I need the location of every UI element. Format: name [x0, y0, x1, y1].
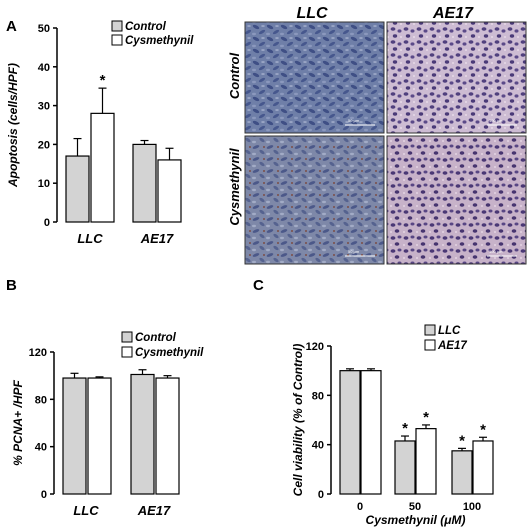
significance-star: *: [402, 420, 408, 437]
scale-bar-label: 100 μm: [489, 249, 503, 254]
micrograph-llc-control: 50 μm: [244, 21, 385, 134]
bar: [62, 377, 87, 495]
panel-letter-b: B: [6, 277, 17, 294]
x-category-label: AE17: [140, 231, 174, 246]
bar: [451, 450, 473, 495]
micrograph-col-label-llc: LLC: [296, 5, 328, 22]
y-tick-label: 50: [38, 23, 50, 35]
y-tick-label: 20: [38, 139, 50, 151]
pcna-chart: 0 40 80 120 % PCNA+ /HPF LLC AE17 Control Cysmet…: [11, 331, 204, 518]
bar: [155, 377, 180, 495]
x-category-label: LLC: [73, 503, 99, 518]
legend-label: LLC: [438, 325, 461, 337]
y-tick-label: 30: [38, 101, 50, 113]
y-tick-label: 80: [35, 394, 47, 406]
micrograph-ae17-cysmethynil: 100 μm: [386, 135, 527, 265]
y-tick-label: 80: [312, 390, 324, 402]
bar: [90, 112, 115, 223]
legend-label: AE17: [437, 340, 467, 352]
bar: [65, 155, 90, 223]
x-category-label: 0: [357, 501, 363, 513]
y-tick-label: 0: [318, 489, 324, 501]
apoptosis-chart: 0 10 20 30 40 50 Apoptosis (cells/HPF) * LLC AE17…: [6, 20, 194, 246]
bar: [339, 370, 361, 495]
x-category-label: AE17: [137, 503, 171, 518]
panel-letter-a: A: [6, 18, 17, 35]
y-tick-label: 120: [306, 341, 324, 353]
bar: [87, 377, 112, 495]
micrograph-col-label-ae17: AE17: [432, 5, 474, 22]
x-category-label: LLC: [77, 231, 103, 246]
y-tick-label: 10: [38, 178, 50, 190]
legend-swatch: [111, 20, 123, 32]
legend-swatch: [424, 324, 436, 336]
x-axis-label: Cysmethynil (μM): [366, 513, 466, 527]
bar: [415, 428, 437, 495]
significance-star: *: [423, 409, 429, 426]
legend-label: Cysmethynil: [125, 35, 194, 47]
y-tick-label: 120: [29, 347, 47, 359]
bar: [130, 373, 155, 495]
bar: [394, 440, 416, 495]
bar: [472, 440, 494, 495]
x-category-label: 100: [463, 501, 481, 513]
legend-swatch: [424, 339, 436, 351]
scale-bar-label: 50 μm: [348, 118, 360, 123]
y-axis-label: % PCNA+ /HPF: [11, 379, 25, 465]
legend-label: Control: [135, 332, 177, 344]
legend-swatch: [121, 346, 133, 358]
significance-star: *: [100, 72, 106, 89]
scale-bar-label: 100 μm: [489, 118, 503, 123]
legend-swatch: [111, 34, 123, 46]
x-category-label: 50: [409, 501, 421, 513]
y-tick-label: 40: [38, 62, 50, 74]
significance-star: *: [480, 421, 486, 438]
micrograph-row-label-cysmethynil: Cysmethynil: [227, 148, 242, 226]
y-tick-label: 0: [41, 489, 47, 501]
y-tick-label: 40: [35, 442, 47, 454]
micrograph-llc-cysmethynil: 50 μm: [244, 135, 385, 265]
bar: [360, 370, 382, 495]
y-tick-label: 40: [312, 440, 324, 452]
y-tick-label: 0: [44, 217, 50, 229]
micrograph-row-label-control: Control: [227, 53, 242, 100]
y-axis-label: Cell viability (% of Control): [291, 344, 305, 497]
scale-bar-label: 50 μm: [348, 249, 360, 254]
bar: [132, 143, 157, 223]
legend-label: Control: [125, 21, 167, 33]
bar: [157, 159, 182, 223]
micrograph-ae17-control: 100 μm: [386, 21, 527, 134]
significance-star: *: [459, 432, 465, 449]
legend-label: Cysmethynil: [135, 347, 204, 359]
legend-swatch: [121, 331, 133, 343]
y-axis-label: Apoptosis (cells/HPF): [6, 63, 20, 188]
panel-letter-c: C: [253, 277, 264, 294]
